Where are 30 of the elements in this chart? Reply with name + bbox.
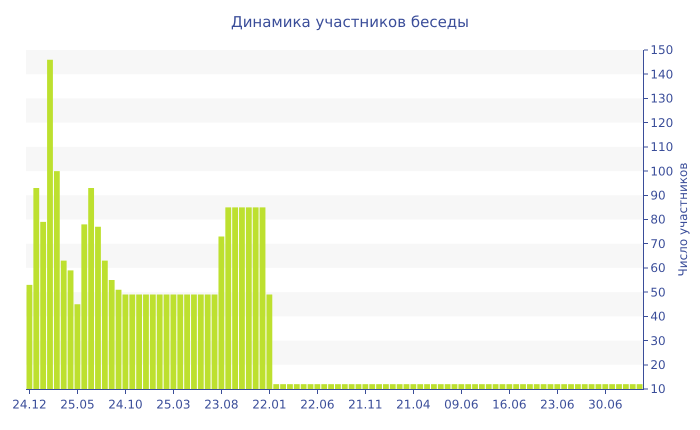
y-tick-label: 120: [650, 116, 674, 130]
x-tick-label: 21.04: [396, 397, 431, 412]
y-tick-label: 130: [650, 92, 674, 106]
y-axis-title: Число участников: [676, 162, 690, 276]
y-tick-label: 10: [650, 382, 666, 396]
y-tick-label: 80: [650, 212, 666, 227]
x-tick-label: 21.11: [348, 397, 383, 412]
y-tick-label: 60: [650, 261, 666, 276]
y-tick-label: 50: [650, 285, 666, 300]
x-tick-label: 24.10: [108, 397, 143, 412]
x-tick-label: 24.12: [12, 397, 47, 412]
y-tick-label: 110: [650, 140, 674, 154]
y-tick-label: 30: [650, 334, 666, 348]
chart-title: Динамика участников беседы: [230, 12, 470, 31]
y-tick-label: 90: [650, 188, 666, 202]
x-tick-label: 23.08: [204, 397, 239, 412]
y-tick-label: 40: [650, 310, 666, 324]
x-tick-label: 25.03: [156, 397, 191, 412]
y-tick-label: 150: [650, 43, 674, 58]
y-tick-label: 20: [650, 358, 666, 372]
y-tick-label: 100: [650, 164, 674, 178]
x-tick-label: 22.06: [300, 397, 335, 412]
x-tick-label: 23.06: [540, 397, 574, 412]
y-tick-label: 70: [650, 236, 666, 251]
x-tick-label: 25.05: [60, 397, 95, 412]
x-tick-label: 22.01: [252, 397, 287, 412]
x-tick-label: 09.06: [444, 397, 479, 412]
x-tick-label: 16.06: [492, 397, 526, 412]
y-tick-label: 140: [650, 67, 674, 82]
x-tick-label: 30.06: [588, 397, 622, 412]
